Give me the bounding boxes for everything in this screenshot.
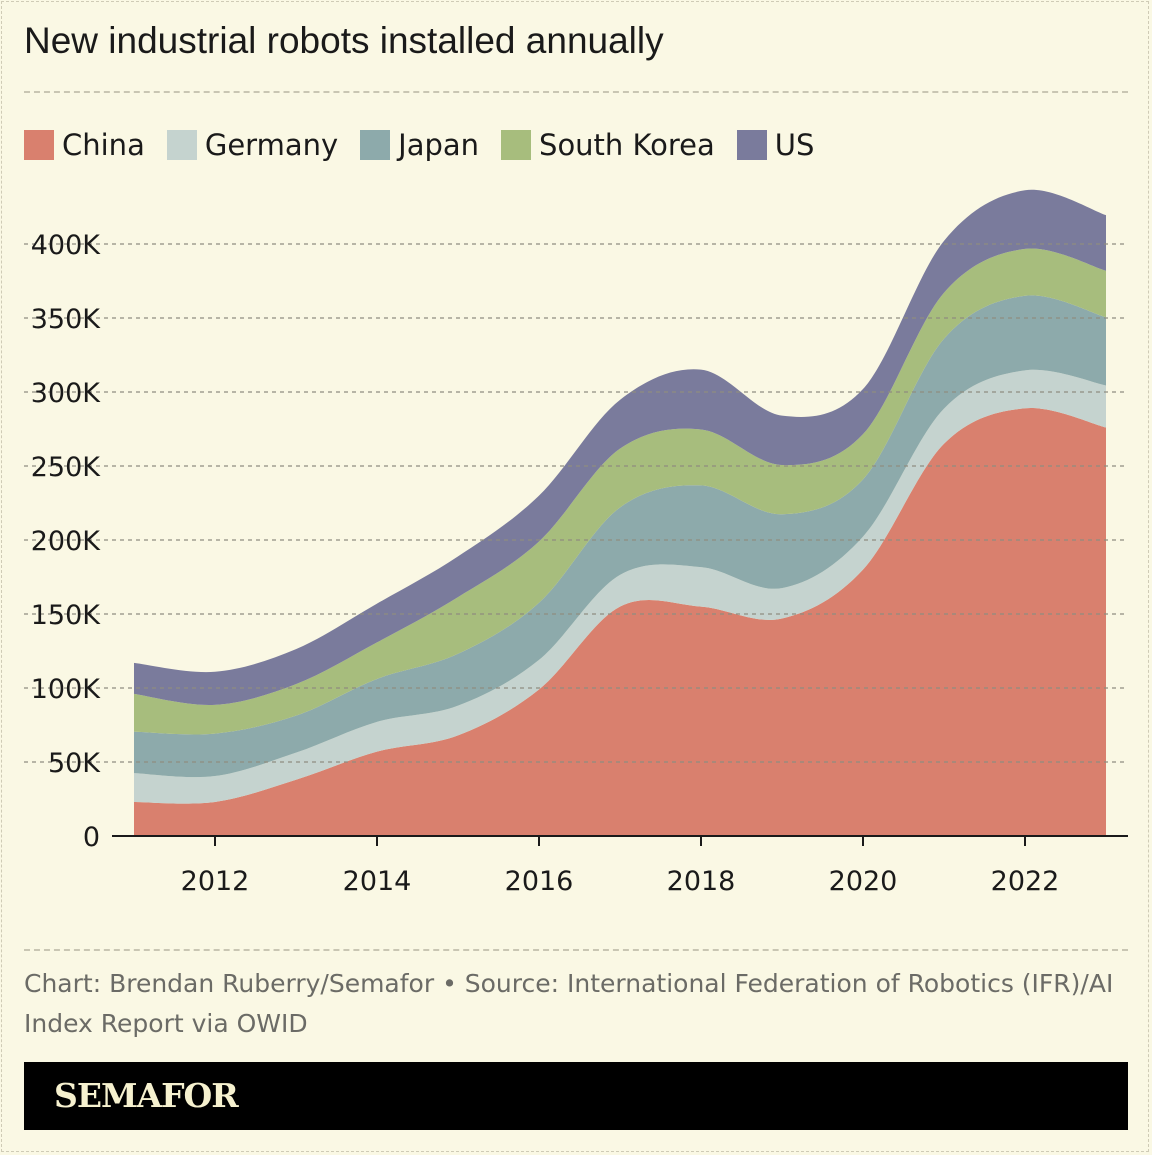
x-tick-label: 2012 (181, 866, 250, 897)
legend: China Germany Japan South Korea US (24, 128, 814, 162)
legend-label: Japan (398, 128, 480, 162)
legend-label: Germany (204, 128, 339, 162)
area-china (134, 408, 1106, 836)
legend-item: China (24, 128, 145, 162)
y-tick-label: 400K (31, 230, 102, 261)
legend-item: US (736, 128, 815, 162)
legend-item: Japan (360, 128, 479, 162)
area-us (134, 189, 1106, 706)
divider (24, 91, 1128, 93)
legend-item: South Korea (501, 128, 715, 162)
y-tick-label: 200K (31, 526, 102, 557)
legend-swatch (501, 130, 532, 160)
y-tick-label: 150K (31, 600, 102, 631)
y-tick-label: 100K (31, 674, 102, 705)
source-note: Chart: Brendan Ruberry/Semafor • Source:… (24, 969, 1114, 1038)
x-tick-label: 2022 (991, 866, 1060, 897)
semafor-logo: SEMAFOR (54, 1076, 239, 1115)
y-tick-label: 50K (48, 748, 101, 779)
area-south-korea (134, 248, 1106, 735)
x-tick-label: 2020 (829, 866, 898, 897)
legend-swatch (166, 130, 197, 160)
y-tick-label: 350K (31, 304, 102, 335)
divider (24, 949, 1128, 951)
chart-title: New industrial robots installed annually (24, 20, 664, 61)
x-tick-label: 2018 (667, 866, 736, 897)
y-tick-label: 0 (83, 822, 100, 853)
x-tick-label: 2016 (505, 866, 574, 897)
area-germany (134, 369, 1106, 804)
legend-label: South Korea (539, 128, 715, 162)
area-japan (134, 295, 1106, 778)
footer-bar: SEMAFOR (24, 1062, 1128, 1130)
legend-item: Germany (166, 128, 339, 162)
y-tick-label: 300K (31, 378, 102, 409)
legend-swatch (24, 130, 54, 160)
x-tick-label: 2014 (343, 866, 412, 897)
y-tick-label: 250K (31, 452, 102, 483)
legend-swatch (736, 130, 767, 160)
legend-swatch (360, 130, 391, 160)
legend-label: China (62, 128, 145, 162)
legend-label: US (774, 128, 815, 162)
